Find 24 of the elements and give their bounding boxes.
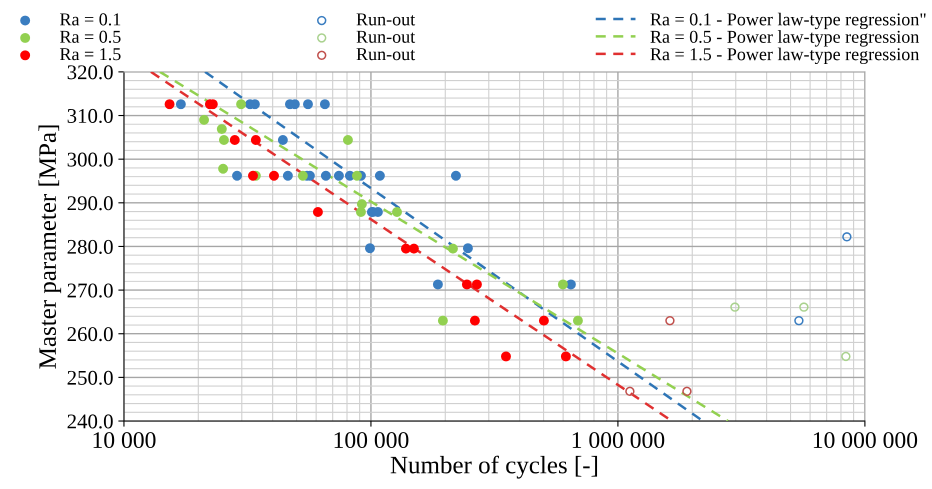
legend-label: Run-out bbox=[356, 30, 416, 43]
y-tick-label: 280.0 bbox=[68, 240, 113, 254]
legend-label: Ra = 0.5 bbox=[60, 30, 121, 43]
legend-label: Ra = 0.1 - Power law-type regression" bbox=[650, 12, 926, 30]
y-tick-label: 310.0 bbox=[68, 108, 113, 124]
y-tick-label: 250.0 bbox=[68, 370, 113, 385]
y-tick-label: 270.0 bbox=[68, 283, 113, 298]
x-tick-label: 10 000 bbox=[94, 432, 156, 448]
x-tick-label: 1 000 000 bbox=[572, 432, 664, 448]
legend-label: Ra = 0.1 bbox=[60, 13, 120, 26]
x-tick-label: 10 000 000 bbox=[814, 432, 918, 448]
x-tick-label: 100 000 bbox=[334, 432, 408, 448]
y-tick-label: 300.0 bbox=[68, 152, 113, 167]
x-axis-title: Number of cycles [-] bbox=[390, 456, 598, 479]
legend-label: Ra = 1.5 - Power law-type regression bbox=[650, 48, 920, 64]
legend-label: Run-out bbox=[356, 48, 416, 60]
y-tick-label: 320.0 bbox=[68, 65, 113, 80]
legend-label: Ra = 0.5 - Power law-type regression bbox=[650, 30, 920, 47]
y-tick-label: 240.0 bbox=[68, 414, 113, 429]
legend-label: Ra = 1.5 bbox=[60, 48, 121, 60]
y-axis-title: Master parameter [MPa] bbox=[38, 125, 62, 369]
y-tick-label: 290.0 bbox=[68, 196, 113, 210]
legend-label: Run-out bbox=[356, 13, 416, 26]
y-tick-label: 260.0 bbox=[68, 327, 113, 342]
